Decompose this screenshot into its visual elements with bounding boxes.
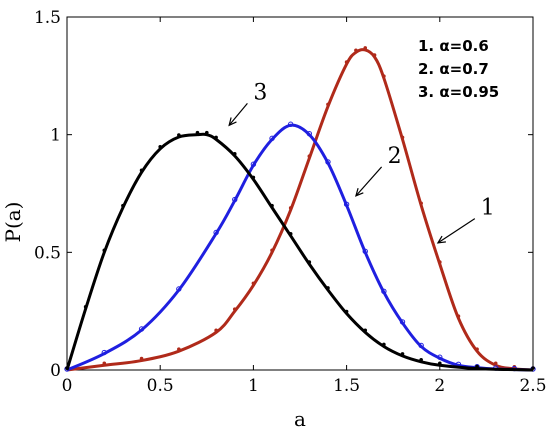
- series-2-point: [250, 161, 257, 167]
- series-1-point: [214, 328, 218, 333]
- series-1-point: [344, 60, 349, 64]
- series-1-point: [438, 260, 442, 264]
- series-2-point: [306, 130, 313, 137]
- series-1-point: [456, 314, 461, 319]
- legend-entry-1: 1. α=0.6: [418, 37, 489, 55]
- y-tick-label: 0.5: [34, 243, 61, 263]
- plot-border: [66, 16, 534, 371]
- series-1-point: [419, 201, 423, 206]
- series-1-point: [400, 135, 405, 140]
- series-3-point: [232, 152, 237, 156]
- series-1-point: [102, 361, 107, 366]
- annotation-arrowhead-2: [355, 187, 364, 197]
- series-3-point: [158, 144, 162, 149]
- series-2-point: [325, 159, 331, 165]
- curve-label-3: 3: [253, 80, 267, 105]
- annotation-arrowhead-3: [228, 117, 237, 127]
- series-2-point: [232, 196, 238, 203]
- x-tick-label: 1.5: [333, 376, 360, 396]
- series-3-point: [121, 203, 125, 208]
- series-1-point: [288, 206, 293, 210]
- annotation-arrow-3: [228, 102, 248, 126]
- series-3-point: [177, 133, 181, 137]
- series-3-point: [102, 248, 107, 253]
- x-axis-ticks: 0 0.5 1 1.5 2 2.5: [62, 17, 547, 396]
- y-axis-label: P(a): [1, 202, 25, 243]
- series-3-point: [419, 357, 423, 362]
- series-3-point: [205, 130, 209, 135]
- series-2-point: [138, 326, 145, 332]
- x-tick-label: 2: [434, 376, 445, 396]
- x-axis-label: a: [294, 407, 306, 431]
- series-2-point: [343, 201, 350, 207]
- x-tick-label: 2.5: [519, 376, 546, 396]
- series-3-point: [400, 352, 405, 356]
- series-1-point: [232, 307, 237, 311]
- series-1-point: [326, 102, 330, 107]
- series-3-point: [65, 366, 69, 370]
- series-3-point: [438, 361, 442, 366]
- series-group: [64, 46, 536, 372]
- series-3-point: [251, 175, 256, 180]
- series-3-point: [214, 135, 218, 140]
- legend: 1. α=0.6 2. α=0.7 3. α=0.95: [418, 37, 499, 101]
- series-2-point: [213, 229, 219, 236]
- series-1-point: [139, 356, 144, 361]
- series-3-point: [382, 342, 386, 347]
- series-1-point: [307, 154, 312, 158]
- series-3-line: [65, 132, 534, 372]
- series-1-point: [270, 248, 274, 253]
- series-2-point: [381, 288, 387, 295]
- series-1-point: [354, 48, 358, 53]
- series-3-point: [475, 364, 479, 369]
- series-1-point: [177, 347, 181, 351]
- series-1-point: [251, 281, 256, 286]
- series-2-point: [176, 286, 182, 292]
- series-3-point: [288, 232, 293, 236]
- series-2-point: [362, 248, 368, 255]
- x-tick-label: 1: [248, 376, 259, 396]
- series-3-point: [270, 203, 274, 208]
- x-tick-label: 0: [62, 376, 73, 396]
- series-2-point: [101, 349, 107, 356]
- series-3-point: [307, 260, 312, 264]
- series-3-point: [83, 305, 88, 309]
- annotation-arrowhead-1: [436, 235, 446, 244]
- series-1-point: [372, 53, 377, 57]
- series-1-point: [382, 74, 386, 78]
- legend-entry-2: 2. α=0.7: [418, 60, 489, 78]
- series-3-point: [139, 168, 144, 173]
- series-1-point: [475, 347, 479, 351]
- series-1-line: [66, 48, 534, 372]
- curve-label-1: 1: [481, 196, 495, 221]
- series-3-point: [363, 328, 368, 333]
- series-3-point: [344, 309, 349, 314]
- annotation-arrow-2: [355, 166, 383, 197]
- series-2-point: [287, 121, 294, 127]
- series-2-point: [399, 319, 406, 325]
- annotation-arrow-1: [437, 218, 476, 244]
- legend-entry-3: 3. α=0.95: [418, 83, 499, 101]
- y-axis-ticks: 0 0.5 1 1.5: [34, 8, 533, 381]
- series-3-point: [195, 130, 200, 135]
- y-tick-label: 1: [50, 126, 61, 146]
- y-tick-label: 0: [50, 361, 61, 381]
- axes-frame: [66, 16, 534, 371]
- curve-label-2: 2: [388, 144, 402, 169]
- y-tick-label: 1.5: [34, 8, 61, 28]
- series-2-point: [437, 354, 443, 360]
- series-1-point: [493, 361, 498, 366]
- x-tick-label: 0.5: [147, 376, 174, 396]
- series-3-point: [326, 286, 330, 290]
- series-3-point: [531, 366, 535, 370]
- series-2-point: [418, 342, 424, 349]
- series-1-point: [363, 46, 368, 50]
- series-2-point: [269, 135, 275, 142]
- annotations: 1 2 3: [228, 80, 495, 244]
